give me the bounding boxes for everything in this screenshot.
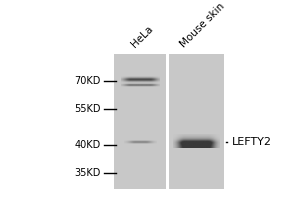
Text: 40KD: 40KD — [75, 140, 101, 150]
Text: 70KD: 70KD — [75, 76, 101, 86]
Text: 55KD: 55KD — [74, 104, 101, 114]
Text: 35KD: 35KD — [75, 168, 101, 178]
Text: HeLa: HeLa — [130, 24, 155, 50]
Bar — [114, 54, 166, 189]
Text: LEFTY2: LEFTY2 — [232, 137, 272, 147]
Text: Mouse skin: Mouse skin — [178, 1, 227, 50]
Bar — [169, 54, 224, 189]
